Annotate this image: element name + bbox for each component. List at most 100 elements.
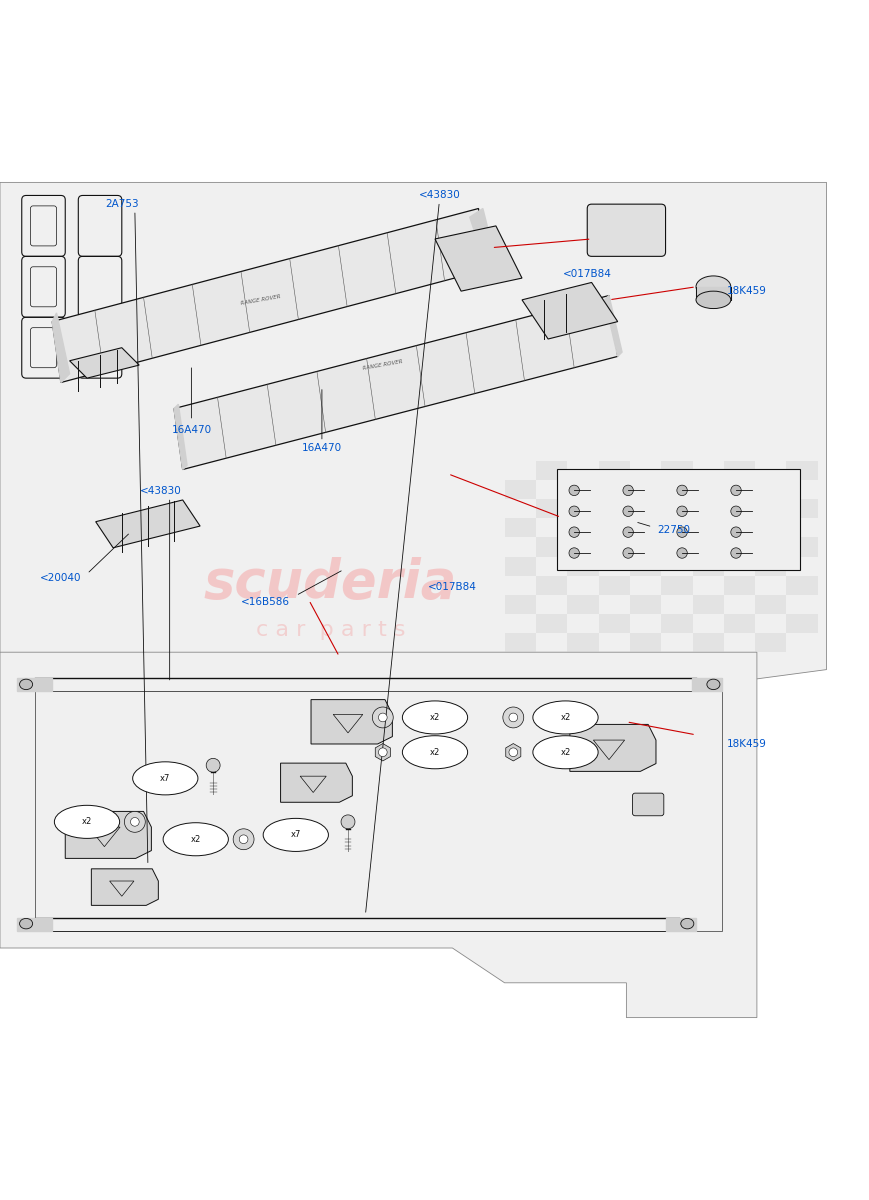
Ellipse shape <box>132 762 198 794</box>
Circle shape <box>730 547 740 558</box>
Bar <box>723 461 754 480</box>
Circle shape <box>730 485 740 496</box>
Text: x2: x2 <box>560 748 570 757</box>
Polygon shape <box>434 226 521 292</box>
Circle shape <box>378 748 387 757</box>
Circle shape <box>239 835 248 844</box>
Circle shape <box>233 829 254 850</box>
Bar <box>754 480 786 499</box>
Circle shape <box>622 506 633 516</box>
Bar <box>723 499 754 518</box>
Text: x7: x7 <box>160 774 170 782</box>
Bar <box>723 576 754 595</box>
Bar <box>598 614 629 634</box>
Circle shape <box>730 506 740 516</box>
Text: x7: x7 <box>290 830 301 840</box>
Bar <box>629 480 660 499</box>
Polygon shape <box>604 295 621 356</box>
Circle shape <box>568 506 579 516</box>
Polygon shape <box>281 763 352 803</box>
Bar <box>598 461 629 480</box>
Text: <43830: <43830 <box>140 486 182 497</box>
Bar <box>535 576 567 595</box>
Ellipse shape <box>695 292 730 308</box>
Bar <box>598 499 629 518</box>
Polygon shape <box>52 313 70 383</box>
Circle shape <box>508 713 517 721</box>
Bar <box>629 634 660 653</box>
Bar <box>660 614 692 634</box>
Bar <box>504 480 535 499</box>
Bar <box>660 499 692 518</box>
Ellipse shape <box>262 818 328 852</box>
Text: x2: x2 <box>429 713 440 722</box>
Circle shape <box>730 527 740 538</box>
Text: x2: x2 <box>429 748 440 757</box>
Bar <box>692 557 723 576</box>
Bar <box>692 518 723 538</box>
Bar <box>786 499 817 518</box>
Circle shape <box>372 707 393 728</box>
Circle shape <box>622 485 633 496</box>
Bar <box>535 538 567 557</box>
Ellipse shape <box>19 918 33 929</box>
Bar <box>504 557 535 576</box>
Bar <box>723 538 754 557</box>
Circle shape <box>130 817 139 826</box>
Text: 18K459: 18K459 <box>726 286 766 296</box>
Text: RANGE ROVER: RANGE ROVER <box>241 294 281 306</box>
Polygon shape <box>521 282 617 338</box>
Text: x2: x2 <box>82 817 92 827</box>
Text: x2: x2 <box>560 713 570 722</box>
Ellipse shape <box>401 701 468 734</box>
Bar <box>660 576 692 595</box>
Polygon shape <box>665 918 695 931</box>
Text: 16A470: 16A470 <box>171 425 211 436</box>
Bar <box>598 538 629 557</box>
Text: c a r  p a r t s: c a r p a r t s <box>255 620 405 641</box>
Text: 22750: 22750 <box>656 526 689 535</box>
Ellipse shape <box>695 276 730 298</box>
Bar <box>754 557 786 576</box>
Bar <box>629 557 660 576</box>
FancyBboxPatch shape <box>632 793 663 816</box>
Bar <box>535 499 567 518</box>
Polygon shape <box>174 404 187 469</box>
Ellipse shape <box>533 701 598 734</box>
Circle shape <box>502 707 523 728</box>
Text: x2: x2 <box>190 835 201 844</box>
Bar <box>692 634 723 653</box>
Polygon shape <box>70 348 139 378</box>
Bar <box>567 480 598 499</box>
Text: <16B586: <16B586 <box>241 596 289 607</box>
Bar <box>723 614 754 634</box>
Bar <box>660 538 692 557</box>
Bar <box>598 576 629 595</box>
Bar <box>629 518 660 538</box>
Ellipse shape <box>706 679 720 690</box>
Circle shape <box>341 815 355 829</box>
Text: <20040: <20040 <box>40 574 82 583</box>
Polygon shape <box>174 295 617 469</box>
Circle shape <box>568 547 579 558</box>
Circle shape <box>568 485 579 496</box>
Bar <box>567 595 598 614</box>
Bar <box>567 557 598 576</box>
Circle shape <box>206 758 220 773</box>
Polygon shape <box>375 744 390 761</box>
Text: 2A753: 2A753 <box>105 199 138 209</box>
Bar <box>692 480 723 499</box>
Text: <017B84: <017B84 <box>428 582 476 592</box>
Bar <box>567 634 598 653</box>
Polygon shape <box>17 678 52 691</box>
Ellipse shape <box>533 736 598 769</box>
Circle shape <box>568 527 579 538</box>
Polygon shape <box>0 653 756 1018</box>
Text: <017B84: <017B84 <box>562 269 611 278</box>
Circle shape <box>622 527 633 538</box>
Circle shape <box>676 527 687 538</box>
Circle shape <box>508 748 517 757</box>
Polygon shape <box>17 918 52 931</box>
Bar <box>754 518 786 538</box>
Bar <box>629 595 660 614</box>
